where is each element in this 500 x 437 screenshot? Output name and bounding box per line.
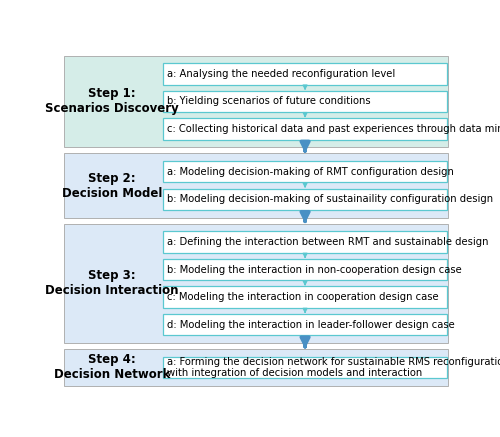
FancyBboxPatch shape — [163, 357, 447, 378]
Text: a: Defining the interaction between RMT and sustainable design: a: Defining the interaction between RMT … — [167, 237, 488, 247]
Text: a: Forming the decision network for sustainable RMS reconfiguration
with integra: a: Forming the decision network for sust… — [167, 357, 500, 378]
FancyBboxPatch shape — [163, 118, 447, 140]
Text: Step 3:
Decision Interaction: Step 3: Decision Interaction — [45, 269, 178, 298]
FancyBboxPatch shape — [163, 231, 447, 253]
FancyBboxPatch shape — [64, 55, 448, 147]
FancyBboxPatch shape — [163, 91, 447, 112]
FancyBboxPatch shape — [64, 153, 448, 218]
FancyBboxPatch shape — [163, 314, 447, 335]
Text: b: Modeling decision-making of sustainaility configuration design: b: Modeling decision-making of sustainai… — [167, 194, 493, 204]
FancyBboxPatch shape — [163, 259, 447, 280]
FancyBboxPatch shape — [64, 224, 448, 343]
Text: c: Modeling the interaction in cooperation design case: c: Modeling the interaction in cooperati… — [167, 292, 439, 302]
Text: Step 1:
Scenarios Discovery: Step 1: Scenarios Discovery — [45, 87, 178, 115]
FancyBboxPatch shape — [64, 349, 448, 386]
Text: a: Analysing the needed reconfiguration level: a: Analysing the needed reconfiguration … — [167, 69, 396, 79]
FancyBboxPatch shape — [163, 63, 447, 85]
Text: b: Modeling the interaction in non-cooperation design case: b: Modeling the interaction in non-coope… — [167, 265, 462, 274]
Text: Step 2:
Decision Model: Step 2: Decision Model — [62, 171, 162, 200]
FancyBboxPatch shape — [163, 189, 447, 210]
FancyBboxPatch shape — [163, 286, 447, 308]
Text: a: Modeling decision-making of RMT configuration design: a: Modeling decision-making of RMT confi… — [167, 167, 454, 177]
Text: c: Collecting historical data and past experiences through data mining: c: Collecting historical data and past e… — [167, 124, 500, 134]
FancyBboxPatch shape — [163, 161, 447, 183]
Text: d: Modeling the interaction in leader-follower design case: d: Modeling the interaction in leader-fo… — [167, 320, 455, 329]
Text: Step 4:
Decision Network: Step 4: Decision Network — [54, 354, 170, 382]
Text: b: Yielding scenarios of future conditions: b: Yielding scenarios of future conditio… — [167, 97, 371, 106]
